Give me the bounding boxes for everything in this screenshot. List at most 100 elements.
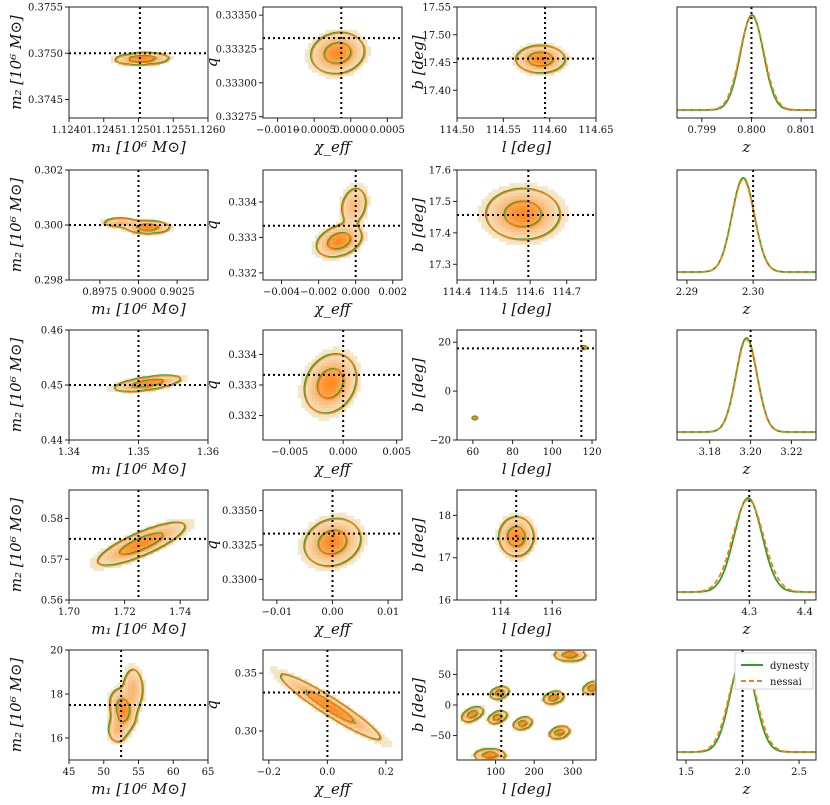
density-cell [484, 717, 489, 722]
density-cell [516, 721, 520, 725]
density-cell [107, 714, 112, 719]
density-cell [159, 541, 164, 546]
density-cell [342, 381, 347, 386]
density-cell [353, 192, 358, 197]
density-cell [536, 215, 541, 219]
density-cell [301, 685, 306, 690]
density-cell [325, 711, 330, 716]
density-cell [325, 359, 330, 363]
panel-frame [456, 329, 597, 441]
density-cell [516, 182, 520, 187]
density-cell [516, 522, 520, 526]
density-cell [526, 241, 531, 245]
density-cell [325, 372, 330, 376]
density-cell [356, 59, 361, 63]
density-cell [329, 46, 333, 50]
density-cell [325, 385, 330, 389]
density-cell [481, 202, 486, 206]
density-cell [346, 391, 351, 396]
density-cell [346, 721, 351, 725]
density-cell [529, 522, 534, 526]
density-cell [315, 401, 320, 405]
density-cell [110, 734, 115, 738]
density-cell [505, 515, 510, 520]
density-cell [311, 701, 316, 706]
density-cell [356, 42, 361, 47]
density-cell [315, 564, 320, 569]
density-cell [339, 228, 344, 232]
density-cell [346, 46, 351, 50]
density-cell [543, 692, 548, 696]
density-cell [107, 551, 112, 556]
density-cell [180, 375, 185, 379]
density-heatmap [89, 519, 195, 572]
density-cell [356, 208, 361, 213]
density-cell [533, 532, 538, 536]
density-cell [346, 254, 351, 258]
density-cell [329, 55, 333, 60]
density-cell [124, 721, 129, 725]
density-cell [571, 650, 576, 654]
density-cell [332, 257, 337, 261]
density-cell [339, 512, 344, 517]
density-cell [536, 69, 541, 73]
density-cell [166, 519, 171, 523]
density-cell [308, 522, 313, 526]
density-cell [592, 682, 596, 686]
density-cell [121, 734, 126, 738]
density-cell [329, 567, 333, 572]
density-cell [523, 519, 527, 523]
density-cell [128, 666, 132, 670]
nessai-contour-outer [498, 516, 536, 558]
density-cell [332, 711, 337, 716]
density-cell [329, 59, 333, 63]
density-cell [516, 212, 520, 216]
density-cell [516, 724, 520, 729]
density-cell [339, 195, 344, 200]
density-cell [269, 669, 274, 674]
density-cell [304, 388, 309, 392]
density-cell [356, 55, 361, 60]
density-cell [159, 225, 164, 229]
panel-plot-area [263, 330, 402, 440]
density-cell [349, 55, 354, 60]
density-cell [516, 205, 520, 210]
density-cell [342, 228, 347, 232]
density-cell [342, 355, 347, 360]
density-cell [519, 205, 524, 210]
density-cell [502, 221, 507, 226]
y-tick-label: 20 [50, 646, 63, 657]
density-cell [315, 59, 320, 63]
density-cell [131, 662, 136, 667]
density-cell [135, 535, 139, 539]
y-tick-label: 0.45 [41, 381, 63, 392]
density-cell [516, 241, 520, 245]
density-cell [128, 688, 132, 693]
x-tick-label: −0.2 [257, 767, 281, 778]
density-cell [287, 675, 292, 680]
density-cell [135, 695, 139, 699]
density-cell [470, 753, 475, 758]
density-cell [512, 195, 517, 200]
density-cell [526, 551, 531, 556]
density-cell [339, 525, 344, 530]
density-cell [318, 701, 323, 706]
density-cell [121, 711, 126, 716]
density-cell [342, 225, 347, 229]
density-cell [311, 561, 316, 565]
density-cell [367, 46, 372, 50]
density-cell [346, 708, 351, 712]
density-cell [329, 385, 333, 389]
density-cell [114, 221, 119, 226]
density-cell [329, 69, 333, 73]
density-cell [311, 528, 316, 533]
density-cell [128, 538, 132, 543]
density-cell [523, 545, 527, 549]
x-tick-label: 0.000 [329, 447, 358, 458]
density-cell [356, 372, 361, 376]
y-tick-label: 0.333 [228, 233, 257, 244]
density-cell [349, 711, 354, 716]
density-cell [329, 49, 333, 54]
density-cell [516, 548, 520, 552]
density-cell [495, 199, 500, 203]
